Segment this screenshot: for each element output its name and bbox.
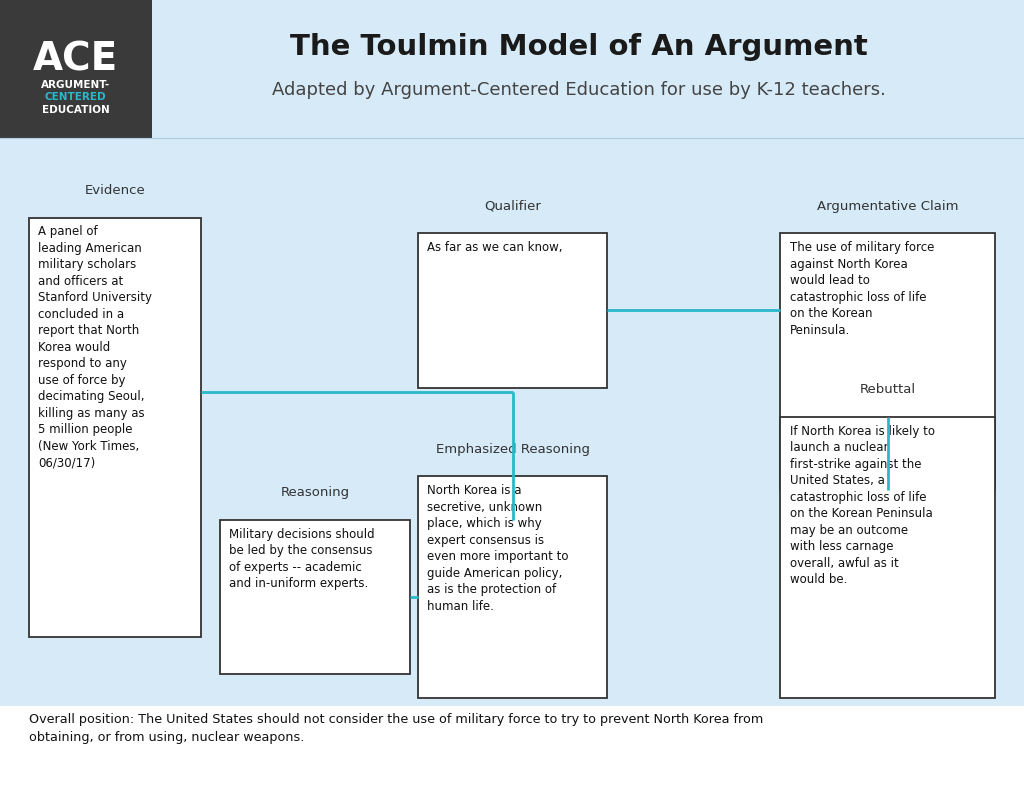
Text: The Toulmin Model of An Argument: The Toulmin Model of An Argument [290,33,867,62]
Bar [0,706,1024,791]
Text: ACE: ACE [33,40,119,78]
Bar [780,417,995,698]
Text: North Korea is a
secretive, unknown
place, which is why
expert consensus is
even: North Korea is a secretive, unknown plac… [427,484,568,612]
Text: Military decisions should
be led by the consensus
of experts -- academic
and in-: Military decisions should be led by the … [229,528,375,590]
Text: CENTERED: CENTERED [45,93,106,102]
Bar [29,218,201,637]
Bar [780,233,995,490]
Bar [220,520,410,674]
Text: A panel of
leading American
military scholars
and officers at
Stanford Universit: A panel of leading American military sch… [38,225,152,469]
Text: Qualifier: Qualifier [484,200,541,213]
Text: Evidence: Evidence [84,184,145,197]
Text: Adapted by Argument-Centered Education for use by K-12 teachers.: Adapted by Argument-Centered Education f… [271,81,886,99]
Text: Overall position: The United States should not consider the use of military forc: Overall position: The United States shou… [29,713,763,744]
Text: Rebuttal: Rebuttal [860,384,915,396]
Text: Argumentative Claim: Argumentative Claim [817,200,958,213]
Bar [0,0,152,138]
Text: Reasoning: Reasoning [281,486,349,499]
Text: As far as we can know,: As far as we can know, [427,241,562,254]
Text: Emphasized Reasoning: Emphasized Reasoning [435,443,590,456]
Text: ARGUMENT-: ARGUMENT- [41,80,111,89]
Bar [418,233,607,388]
Text: If North Korea is likely to
launch a nuclear
first-strike against the
United Sta: If North Korea is likely to launch a nuc… [790,425,935,586]
Text: The use of military force
against North Korea
would lead to
catastrophic loss of: The use of military force against North … [790,241,934,337]
Text: EDUCATION: EDUCATION [42,105,110,115]
Bar [418,476,607,698]
